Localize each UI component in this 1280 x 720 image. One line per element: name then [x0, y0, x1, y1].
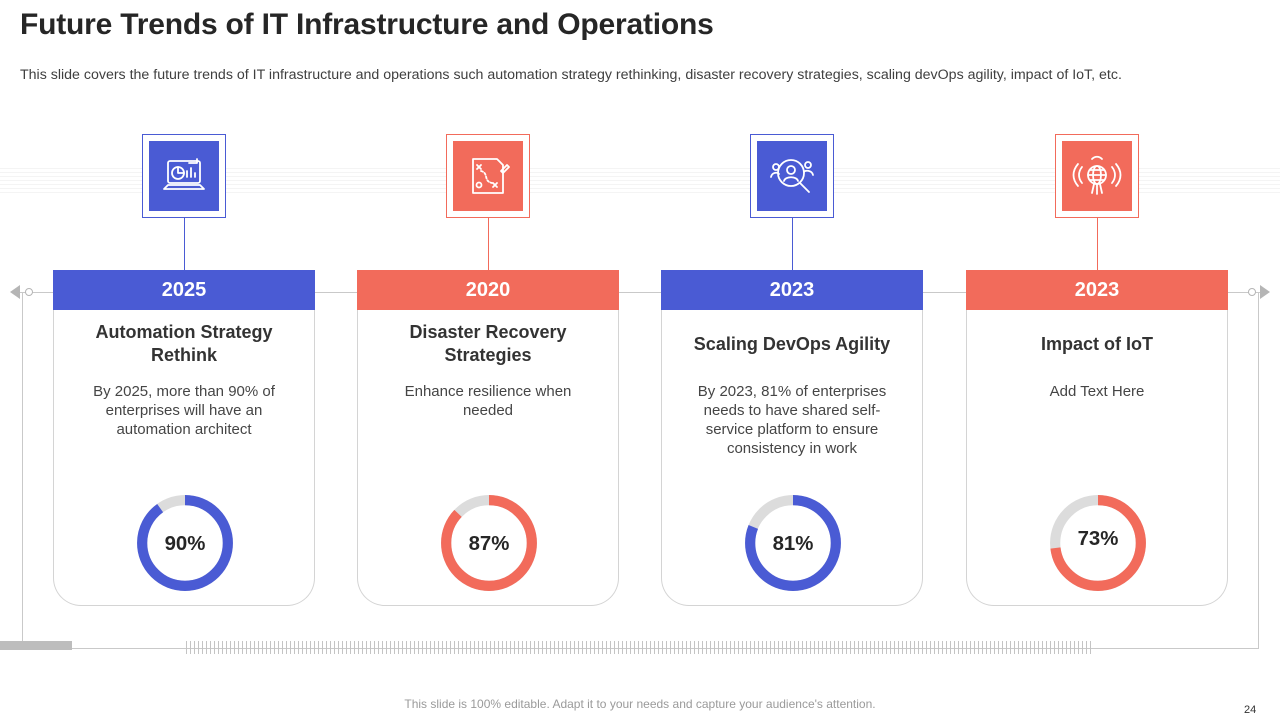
donut-chart: 87% [441, 495, 537, 591]
icon-box [750, 134, 834, 218]
icon-box [446, 134, 530, 218]
donut-arc [1050, 495, 1146, 591]
trend-card-iot: 2023 Impact of IoT Add Text Here 73% [966, 270, 1228, 606]
user-search-icon [770, 159, 814, 193]
donut-chart: 73% [1050, 495, 1146, 591]
donut-percent-label: 73% [1078, 528, 1119, 550]
icon-box [142, 134, 226, 218]
slide-subtitle: This slide covers the future trends of I… [20, 67, 1122, 83]
card-title: Automation Strategy Rethink [95, 322, 273, 365]
card-description: Enhance resilience when needed [404, 383, 572, 419]
card-description: By 2023, 81% of enterprises needs to hav… [697, 383, 887, 457]
timeline-line [18, 292, 1262, 293]
connector-line [184, 218, 185, 270]
donut-percent-label: 87% [469, 533, 510, 555]
connector-line [1097, 218, 1098, 270]
timeline-left-edge [22, 292, 23, 648]
footer-note: This slide is 100% editable. Adapt it to… [404, 697, 876, 711]
card-title: Scaling DevOps Agility [693, 333, 891, 354]
card-year-header: 2020 [357, 270, 619, 310]
timeline-node-right [1248, 288, 1256, 296]
connector-line [792, 218, 793, 270]
card-year-header: 2023 [661, 270, 923, 310]
donut-percent-label: 81% [773, 533, 814, 555]
progress-marker [0, 641, 72, 650]
trend-card-automation: 2025 Automation Strategy Rethink By 2025… [53, 270, 315, 606]
card-title: Impact of IoT [1041, 333, 1153, 354]
strategy-map-icon [472, 158, 510, 194]
donut-arc [745, 495, 841, 591]
arrow-left-icon [10, 285, 20, 299]
laptop-analytics-icon [163, 158, 205, 190]
timeline-right-edge [1258, 292, 1259, 648]
donut-chart: 90% [137, 495, 233, 591]
trend-card-devops: 2023 Scaling DevOps Agility By 2023, 81%… [661, 270, 923, 606]
ruler-ticks [186, 641, 1094, 654]
timeline-node-left [25, 288, 33, 296]
page-number: 24 [1244, 704, 1257, 716]
icon-box [1055, 134, 1139, 218]
card-title: Disaster Recovery Strategies [409, 322, 567, 365]
connector-line [488, 218, 489, 270]
slide-title: Future Trends of IT Infrastructure and O… [20, 8, 714, 41]
donut-arc [441, 495, 537, 591]
donut-percent-label: 90% [165, 533, 206, 555]
donut-chart: 81% [745, 495, 841, 591]
card-description: Add Text Here [1049, 383, 1145, 400]
trend-card-disaster-recovery: 2020 Disaster Recovery Strategies Enhanc… [357, 270, 619, 606]
card-year-header: 2023 [966, 270, 1228, 310]
card-year-header: 2025 [53, 270, 315, 310]
donut-arc [137, 495, 233, 591]
arrow-right-icon [1260, 285, 1270, 299]
iot-globe-icon [1072, 155, 1122, 195]
card-description: By 2025, more than 90% of enterprises wi… [93, 383, 275, 438]
